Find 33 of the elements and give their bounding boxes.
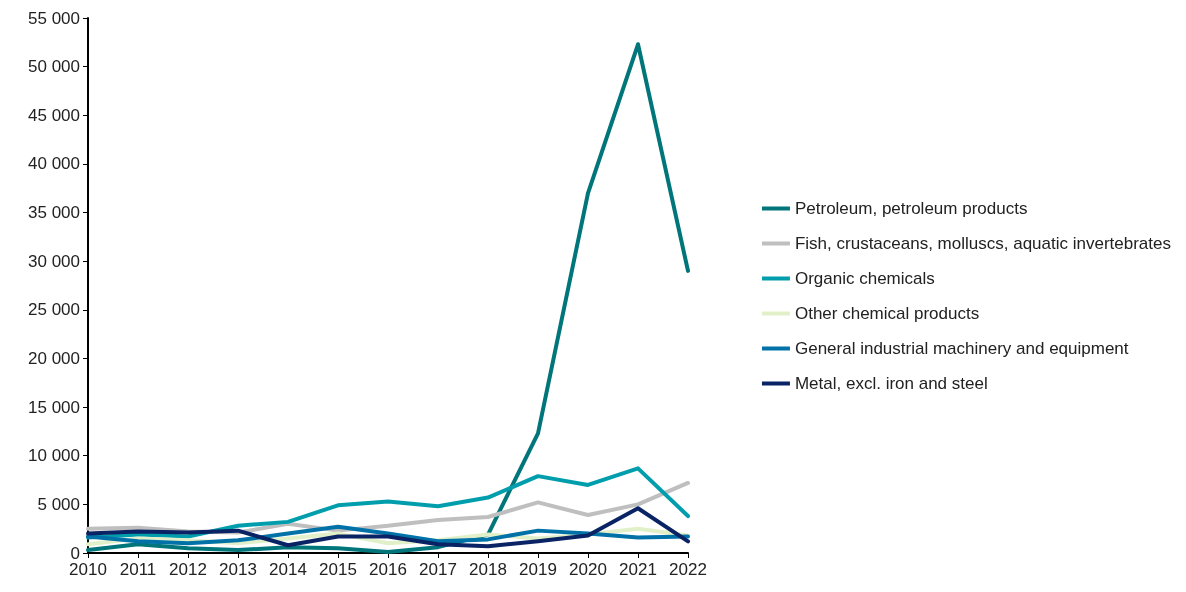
y-tick-label: 35 000	[28, 203, 80, 223]
x-tick-label: 2021	[619, 560, 657, 579]
y-tick-label: 20 000	[28, 348, 80, 368]
legend-label: Metal, excl. iron and steel	[794, 374, 988, 393]
x-tick-label: 2017	[419, 560, 457, 579]
y-tick-label: 55 000	[28, 8, 80, 28]
x-tick-label: 2011	[119, 560, 157, 579]
line-series	[86, 506, 690, 549]
x-tick-label: 2019	[519, 560, 557, 579]
legend-label: General industrial machinery and equipment	[794, 339, 1129, 358]
y-tick-label: 10 000	[28, 446, 80, 466]
x-tick-label: 2012	[169, 560, 207, 579]
x-tick-label: 2018	[469, 560, 507, 579]
legend-label: Other chemical products	[794, 304, 980, 323]
y-tick-label: 30 000	[28, 251, 80, 271]
x-tick-label: 2014	[269, 560, 307, 579]
x-tick-label: 2020	[569, 560, 607, 579]
y-tick-label: 15 000	[28, 397, 80, 417]
y-tick-label: 45 000	[28, 105, 80, 125]
x-tick-label: 2016	[369, 560, 407, 579]
y-tick-label: 5 000	[37, 494, 80, 514]
x-tick-label: 2013	[219, 560, 257, 579]
y-tick-label: 25 000	[28, 300, 80, 320]
x-tick-label: 2010	[69, 560, 107, 579]
legend-label: Fish, crustaceans, molluscs, aquatic invertebrates	[794, 234, 1172, 253]
y-tick-label: 0	[70, 543, 80, 563]
x-tick-label: 2022	[669, 560, 707, 579]
legend-label: Organic chemicals	[794, 269, 935, 288]
line-series	[86, 466, 690, 540]
y-tick-label: 50 000	[28, 57, 80, 77]
legend-label: Petroleum, petroleum products	[794, 199, 1028, 218]
x-tick-label: 2015	[319, 560, 357, 579]
y-tick-label: 40 000	[28, 154, 80, 174]
